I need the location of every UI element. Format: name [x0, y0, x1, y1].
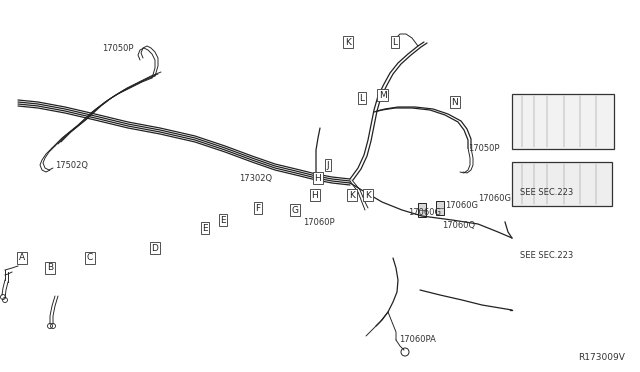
Bar: [512, 94, 614, 149]
Text: 17060G: 17060G: [445, 201, 478, 209]
Text: D: D: [152, 244, 159, 253]
Text: K: K: [349, 190, 355, 199]
Text: E: E: [220, 215, 226, 224]
Text: H: H: [312, 190, 318, 199]
Text: 17060Q: 17060Q: [442, 221, 475, 230]
Text: E: E: [202, 224, 208, 232]
Text: B: B: [47, 263, 53, 273]
Text: L: L: [360, 93, 365, 103]
Text: 17050P: 17050P: [468, 144, 499, 153]
Text: H: H: [315, 173, 321, 183]
Text: K: K: [345, 38, 351, 46]
Text: A: A: [19, 253, 25, 263]
Text: N: N: [452, 97, 458, 106]
Text: J: J: [326, 160, 330, 170]
Bar: [436, 201, 444, 215]
Text: 17060G: 17060G: [408, 208, 441, 217]
Text: F: F: [255, 203, 260, 212]
Text: SEE SEC.223: SEE SEC.223: [520, 187, 573, 196]
Text: 17302Q: 17302Q: [239, 173, 272, 183]
Bar: [512, 162, 612, 206]
Text: R173009V: R173009V: [578, 353, 625, 362]
Text: K: K: [365, 190, 371, 199]
Text: 17060P: 17060P: [303, 218, 335, 227]
Text: 17060PA: 17060PA: [399, 336, 436, 344]
Text: L: L: [392, 38, 397, 46]
Text: C: C: [87, 253, 93, 263]
Bar: [418, 203, 426, 217]
Text: 17050P: 17050P: [102, 44, 134, 52]
Text: M: M: [379, 90, 387, 99]
Text: G: G: [291, 205, 298, 215]
Text: 17060G: 17060G: [478, 193, 511, 202]
Text: 17502Q: 17502Q: [55, 160, 88, 170]
Text: SEE SEC.223: SEE SEC.223: [520, 250, 573, 260]
